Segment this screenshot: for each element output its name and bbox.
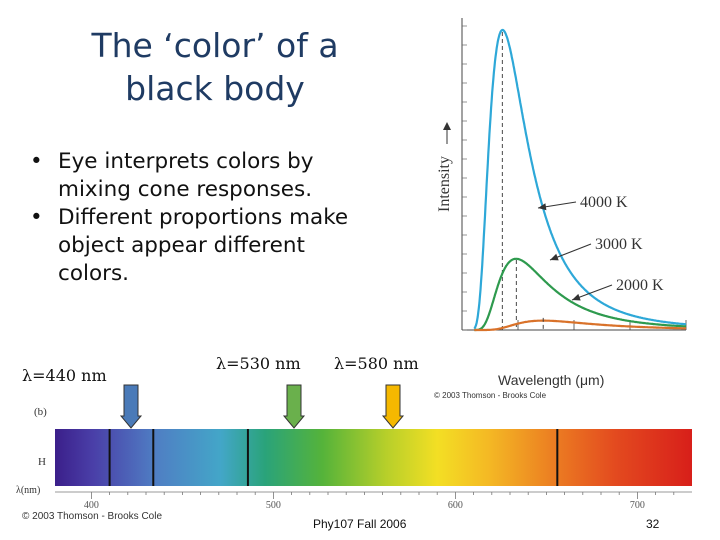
bullet-dot: • (30, 205, 43, 230)
chart-labels: Intensity 4000 K 3000 K 2000 K (436, 122, 664, 301)
bullet-item: • Different proportions make object appe… (28, 204, 368, 288)
chart-copyright: © 2003 Thomson - Brooks Cole (434, 391, 547, 400)
legend-label: 4000 K (580, 194, 628, 211)
spectrum-panel-label: (b) (34, 406, 47, 418)
spectrum-tick-label: 700 (630, 500, 645, 510)
spectral-lines (108, 429, 559, 486)
spectrum-row-label: H (38, 456, 46, 468)
chart-series (473, 28, 687, 332)
bullet-text: Eye interprets colors by mixing cone res… (58, 149, 314, 202)
legend-label: 3000 K (595, 236, 643, 253)
y-axis-label: Intensity (436, 156, 453, 212)
spectrum-tick-label: 400 (84, 500, 99, 510)
series-line-3000k (474, 257, 686, 332)
page-number: 32 (646, 517, 660, 531)
course-footer: Phy107 Fall 2006 (313, 517, 407, 531)
spectrum-tick-label: 600 (448, 500, 463, 510)
bullet-dot: • (30, 149, 43, 174)
bullet-item: • Eye interprets colors by mixing cone r… (28, 148, 368, 204)
legend-label: 2000 K (616, 277, 664, 294)
wavelength-label-440: λ=440 nm (22, 366, 107, 385)
spectrum-panel: (b) H λ(nm) 400 500 600 700 (16, 406, 692, 510)
series-line-4000k (473, 28, 687, 330)
slide-title: The ‘color’ of a black body (20, 24, 410, 110)
visible-spectrum-bar (55, 429, 692, 486)
legend-arrowhead (550, 253, 559, 261)
x-axis-label: Wavelength (μm) (498, 372, 605, 388)
title-line-2: black body (125, 69, 305, 108)
spectrum-copyright: © 2003 Thomson - Brooks Cole (22, 511, 163, 522)
wavelength-label-580: λ=580 nm (334, 354, 419, 373)
y-axis-arrowhead (443, 122, 451, 130)
bullet-list: • Eye interprets colors by mixing cone r… (28, 148, 368, 288)
spectrum-axis-label: λ(nm) (16, 485, 40, 496)
legend-arrowhead (572, 293, 581, 301)
legend-arrowhead (538, 203, 547, 211)
wavelength-label-530: λ=530 nm (216, 354, 301, 373)
spectrum-ticks: 400 500 600 700 (84, 492, 675, 510)
title-line-1: The ‘color’ of a (91, 26, 339, 65)
bullet-text: Different proportions make object appear… (58, 205, 349, 286)
series-line-2000k (474, 319, 686, 332)
spectrum-tick-label: 500 (266, 500, 281, 510)
